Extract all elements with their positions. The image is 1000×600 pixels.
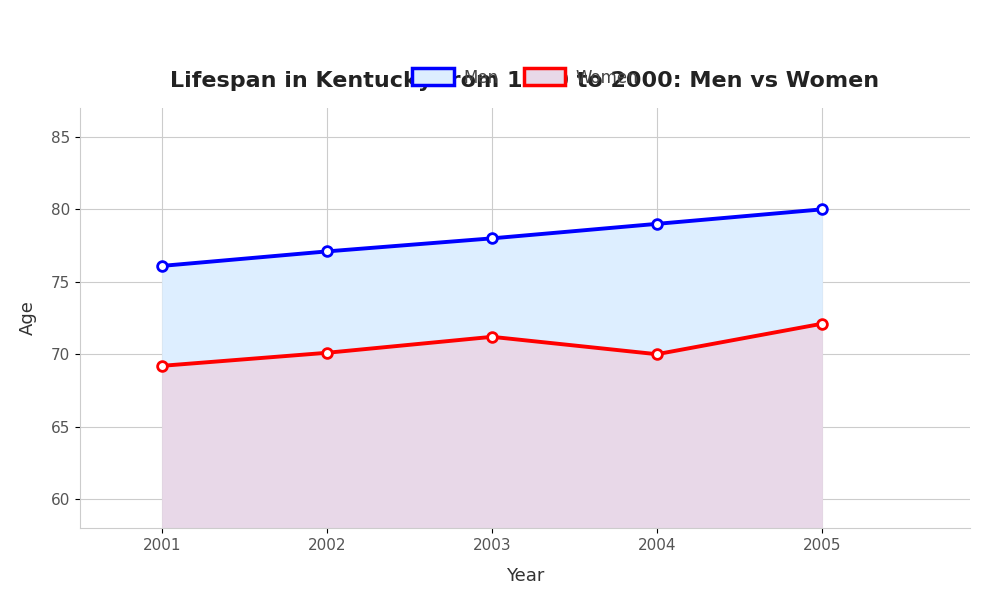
X-axis label: Year: Year xyxy=(506,566,544,584)
Title: Lifespan in Kentucky from 1970 to 2000: Men vs Women: Lifespan in Kentucky from 1970 to 2000: … xyxy=(170,71,880,91)
Y-axis label: Age: Age xyxy=(19,301,37,335)
Legend: Men, Women: Men, Women xyxy=(405,62,645,93)
